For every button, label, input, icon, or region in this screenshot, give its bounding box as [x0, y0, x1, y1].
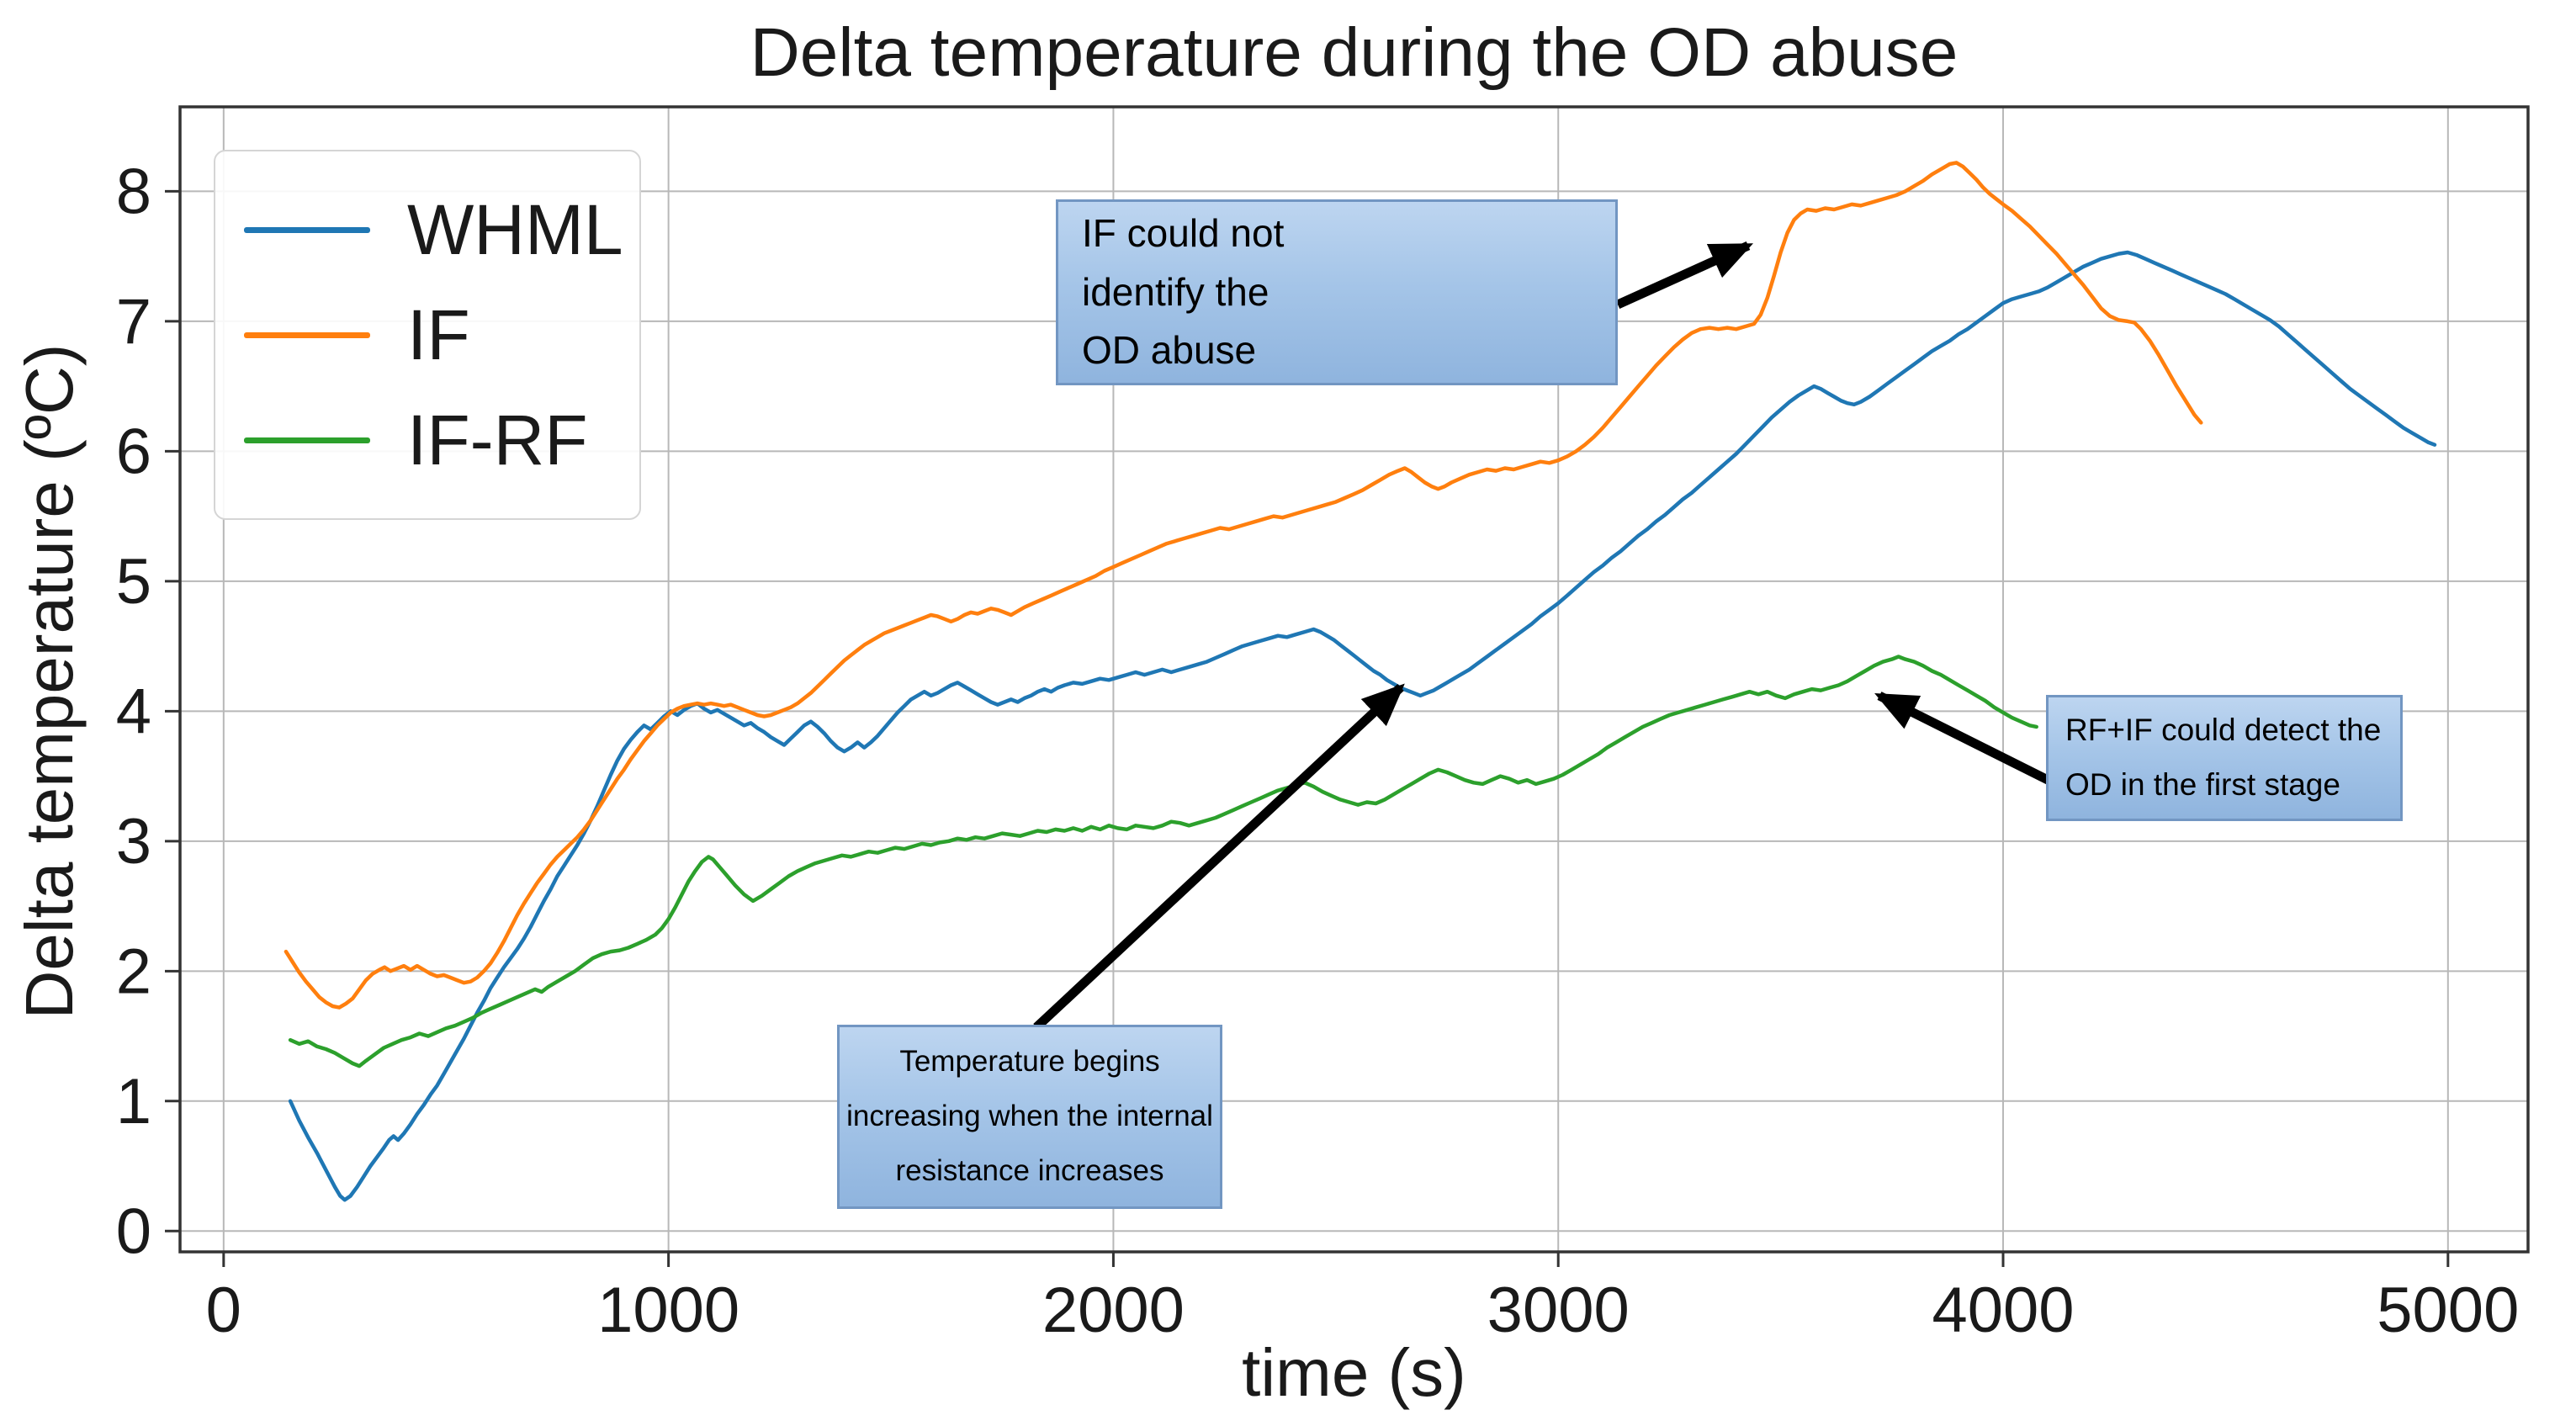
- annotation-text-line: RF+IF could detect the: [2065, 713, 2382, 748]
- annotation-text-line: OD abuse: [1082, 328, 1257, 373]
- y-tick-label-3: 3: [116, 806, 151, 877]
- data-series: [284, 161, 2437, 1202]
- series-line-whml: [288, 250, 2437, 1202]
- axis-tick-labels: 0 1000 2000 3000 4000 5000 0 1 2 3 4 5 6 7 8: [116, 156, 2520, 1346]
- annotation-text-line: increasing when the internal: [846, 1100, 1213, 1133]
- y-tick-label-1: 1: [116, 1066, 151, 1137]
- annotation-text-line: OD in the first stage: [2065, 767, 2340, 802]
- axes-spines: [178, 105, 2530, 1254]
- annotation-arrows: [1033, 241, 2060, 1031]
- annotation-text-line: Temperature begins: [899, 1045, 1160, 1079]
- annotation-box-temperature-begins-increasing: Temperature begins increasing when the in…: [837, 1025, 1222, 1209]
- y-tick-label-7: 7: [116, 286, 151, 358]
- x-tick-label-5000: 5000: [2377, 1275, 2519, 1346]
- annotation-box-rf-if-could-detect: RF+IF could detect the OD in the first st…: [2046, 695, 2403, 821]
- y-axis-label: Delta temperature (ºC): [12, 343, 87, 1020]
- x-tick-label-0: 0: [206, 1275, 241, 1346]
- axis-ticks: [165, 189, 2450, 1267]
- annotation-arrow-3: [1033, 683, 1405, 1031]
- x-tick-label-2000: 2000: [1042, 1275, 1185, 1346]
- annotation-text-line: identify the: [1082, 269, 1269, 314]
- if-line-swatch: [244, 331, 370, 338]
- x-tick-label-4000: 4000: [1932, 1275, 2074, 1346]
- y-tick-label-0: 0: [116, 1195, 151, 1267]
- y-tick-label-5: 5: [116, 546, 151, 618]
- y-tick-label-2: 2: [116, 936, 151, 1007]
- legend-label-if-rf: IF-RF: [407, 400, 588, 480]
- annotation-text-line: IF could not: [1082, 210, 1285, 255]
- annotation-arrow-1: [1615, 241, 1754, 310]
- y-tick-label-6: 6: [116, 416, 151, 487]
- x-tick-label-1000: 1000: [597, 1275, 739, 1346]
- series-line-if-rf: [288, 655, 2038, 1068]
- legend: WHML IF IF-RF: [214, 150, 641, 520]
- legend-item-whml: WHML: [215, 194, 639, 265]
- series-line-if: [284, 161, 2203, 1010]
- annotation-box-if-could-not-identify: IF could not identify the OD abuse: [1056, 199, 1618, 385]
- annotation-arrow-2: [1874, 692, 2060, 789]
- legend-label-whml: WHML: [407, 190, 623, 269]
- x-tick-label-3000: 3000: [1487, 1275, 1630, 1346]
- whml-line-swatch: [244, 226, 370, 233]
- legend-item-if: IF: [215, 300, 639, 370]
- if-rf-line-swatch: [244, 437, 370, 443]
- legend-label-if: IF: [407, 295, 470, 374]
- y-tick-label-8: 8: [116, 156, 151, 227]
- y-tick-label-4: 4: [116, 676, 151, 747]
- annotation-text-line: resistance increases: [895, 1153, 1164, 1187]
- chart-title: Delta temperature during the OD abuse: [750, 14, 1959, 91]
- x-axis-label: time (s): [1242, 1335, 1466, 1410]
- legend-item-if-rf: IF-RF: [215, 405, 639, 475]
